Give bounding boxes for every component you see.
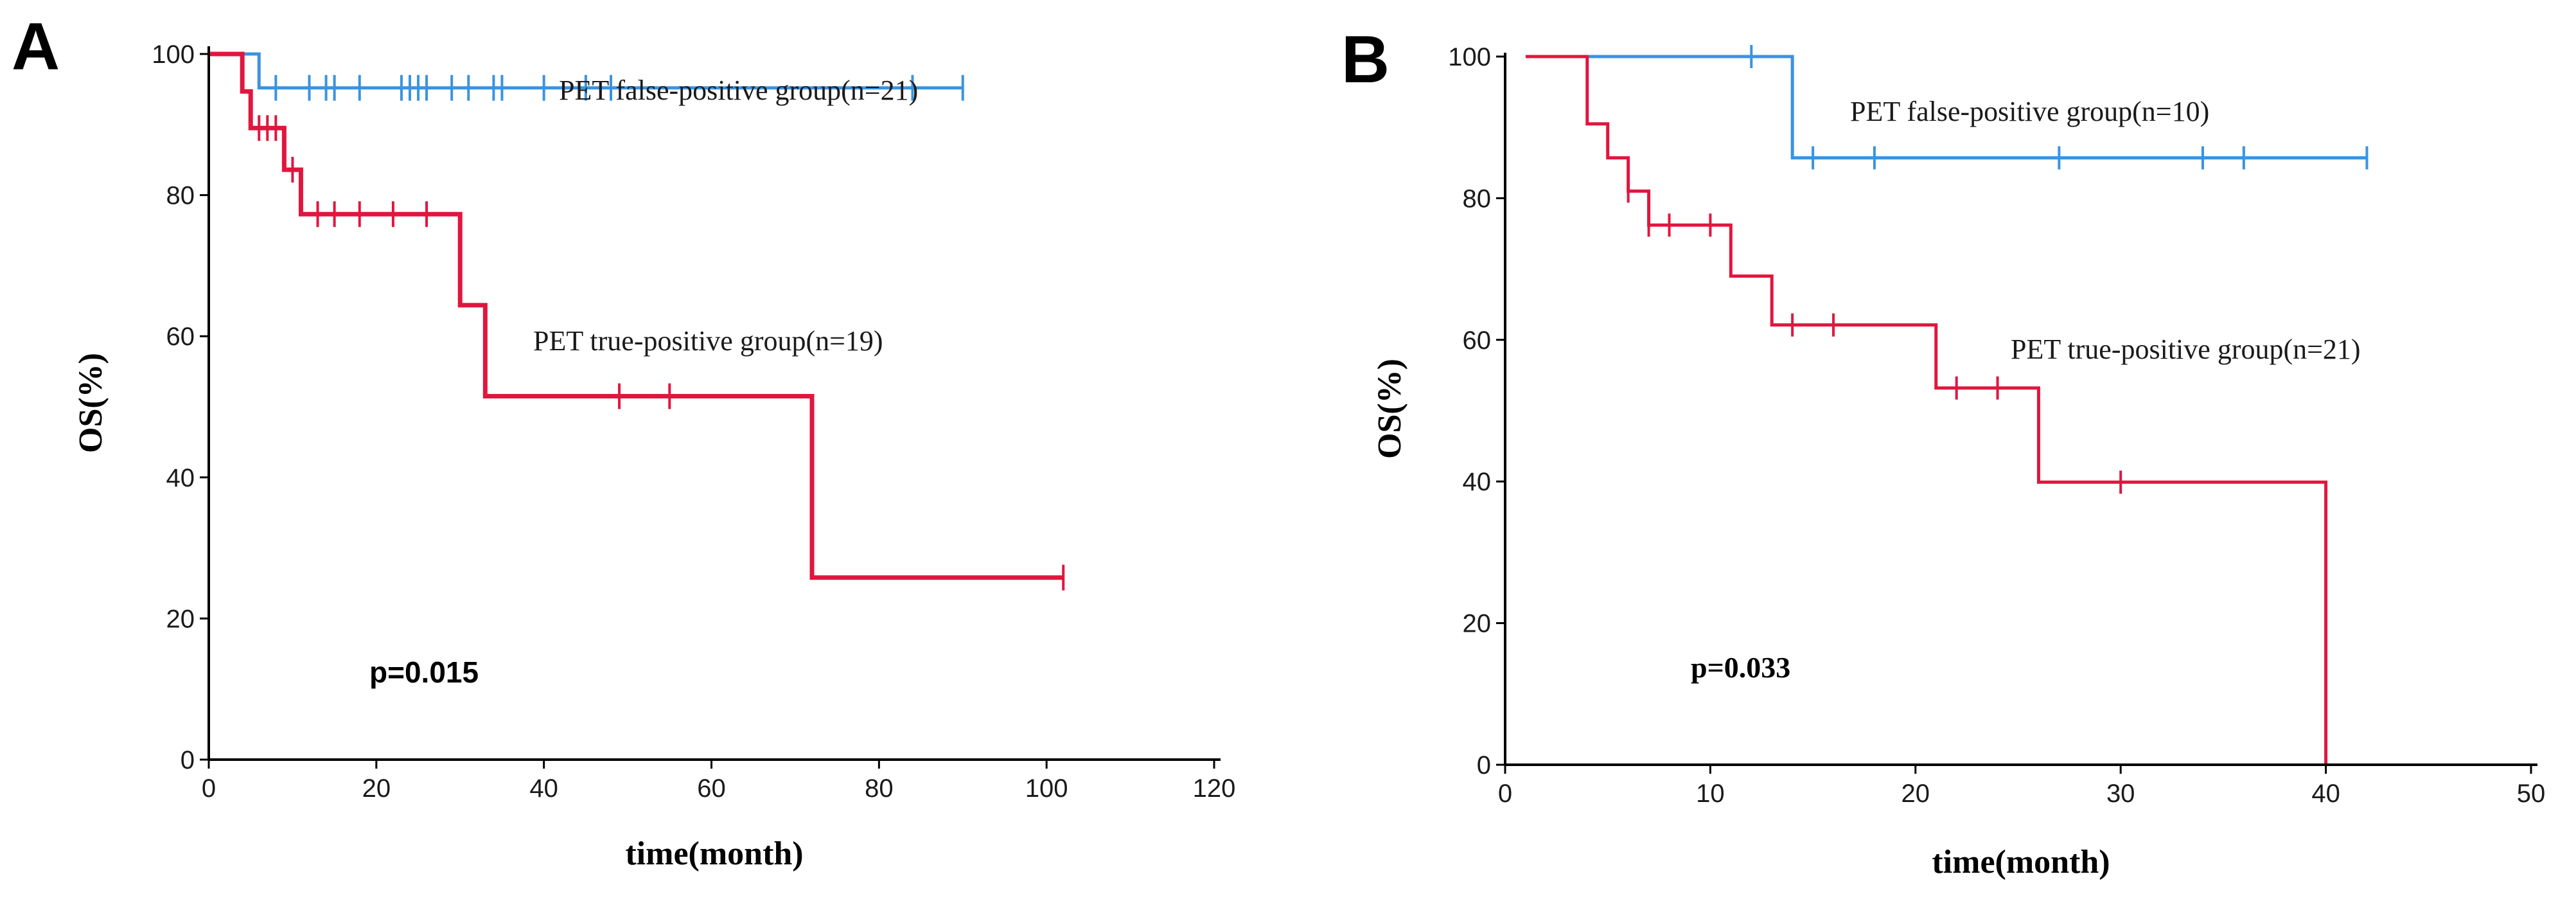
panel-a-legend-false-positive: PET false-positive group(n=21) <box>559 75 918 106</box>
panel-a-ticks: 0 20 40 60 80 100 120 0 20 40 60 80 100 <box>152 40 1235 803</box>
panel-a-y-axis-title: OS(%) <box>73 353 109 453</box>
panel-b-y-tick-label: 20 <box>1463 610 1492 638</box>
panel-b-true-positive-curve <box>1525 55 2328 765</box>
panel-a-x-tick-label: 20 <box>362 774 391 803</box>
panel-a-true-positive-curve <box>209 51 1064 580</box>
panel-a-x-tick-label: 40 <box>529 774 558 803</box>
panel-a-label: A <box>12 10 60 84</box>
panel-a-y-tick-label: 60 <box>166 323 195 351</box>
panel-a-x-tick-label: 60 <box>697 774 726 803</box>
panel-b-y-tick-label: 80 <box>1463 184 1492 213</box>
panel-a-x-tick-label: 0 <box>202 774 216 803</box>
panel-a-y-tick-label: 100 <box>152 40 195 69</box>
panel-b-p-value: p=0.033 <box>1691 651 1790 684</box>
panel-b-x-tick-label: 50 <box>2517 780 2546 808</box>
panel-b-series-layer <box>1525 45 2369 765</box>
panel-b-y-tick-label: 40 <box>1463 468 1492 496</box>
panel-b-legend-true-positive: PET true-positive group(n=21) <box>2011 334 2361 365</box>
panel-b-chart: B 0 10 20 30 40 50 0 20 40 60 80 100 time(month) OS… <box>1341 22 2545 880</box>
panel-b-y-axis-title: OS(%) <box>1372 359 1408 459</box>
panel-b-x-tick-label: 20 <box>1901 780 1930 808</box>
panel-a-x-tick-label: 100 <box>1025 774 1068 803</box>
panel-b-y-tick-label: 0 <box>1477 751 1491 780</box>
panel-a-y-tick-label: 0 <box>181 746 195 774</box>
panel-b-label: B <box>1341 22 1389 97</box>
panel-b-x-tick-label: 30 <box>2106 780 2135 808</box>
panel-b-x-tick-label: 40 <box>2311 780 2340 808</box>
panel-a-x-tick-label: 120 <box>1193 774 1236 803</box>
panel-b-false-positive-curve <box>1525 55 2367 160</box>
panel-b-legend-false-positive: PET false-positive group(n=10) <box>1850 96 2209 127</box>
panel-b-ticks: 0 10 20 30 40 50 0 20 40 60 80 100 <box>1448 43 2545 808</box>
panel-a-y-tick-label: 80 <box>166 182 195 210</box>
panel-a-legend-true-positive: PET true-positive group(n=19) <box>533 325 883 357</box>
panel-a-series-layer <box>209 51 1065 591</box>
panel-b-x-axis-title: time(month) <box>1932 844 2110 880</box>
panel-a-y-tick-label: 20 <box>166 605 195 633</box>
panel-b-x-tick-label: 0 <box>1498 780 1512 808</box>
panel-b-y-tick-label: 60 <box>1463 326 1492 355</box>
panel-a-x-axis-title: time(month) <box>625 835 803 872</box>
panel-a-p-value: p=0.015 <box>369 656 479 689</box>
panel-a-y-tick-label: 40 <box>166 464 195 492</box>
panel-a-chart: A 0 20 40 60 80 100 120 0 20 40 60 80 100 time(month… <box>12 10 1235 872</box>
panel-a-x-tick-label: 80 <box>865 774 894 803</box>
panel-b-x-tick-label: 10 <box>1696 780 1725 808</box>
panel-b-y-tick-label: 100 <box>1448 43 1491 71</box>
